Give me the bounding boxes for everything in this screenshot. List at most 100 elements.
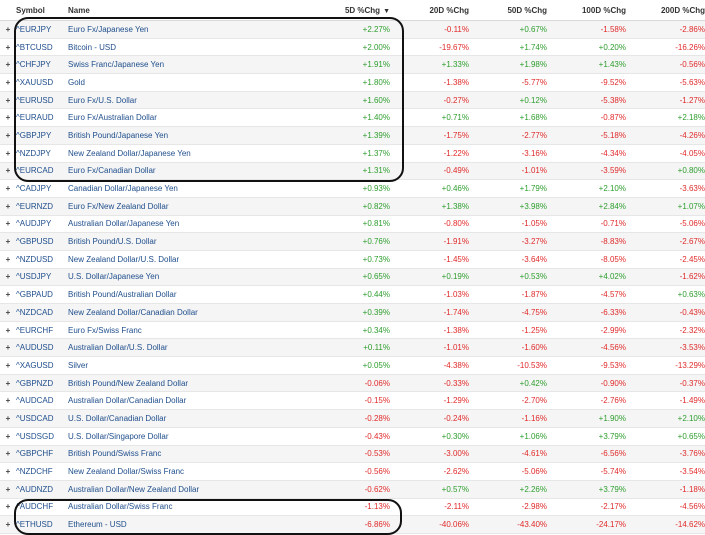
expand-row-icon[interactable]: + [0,356,16,375]
name-link[interactable]: New Zealand Dollar/Japanese Yen [68,144,294,163]
symbol-link[interactable]: ^AUDUSD [16,338,68,358]
symbol-link[interactable]: ^EURCAD [16,162,68,181]
table-row[interactable]: + ^AUDJPY Australian Dollar/Japanese Yen +0… [0,215,705,234]
name-link[interactable]: Australian Dollar/New Zealand Dollar [68,480,294,499]
expand-row-icon[interactable]: + [0,108,16,128]
symbol-link[interactable]: ^USDSGD [16,427,68,446]
expand-row-icon[interactable]: + [0,20,16,39]
symbol-link[interactable]: ^EURAUD [16,108,68,128]
name-link[interactable]: Euro Fx/U.S. Dollar [68,91,294,110]
name-link[interactable]: Australian Dollar/U.S. Dollar [68,338,294,358]
symbol-link[interactable]: ^EURNZD [16,197,68,216]
name-link[interactable]: Australian Dollar/Canadian Dollar [68,391,294,411]
header-50d-chg[interactable]: 50D %Chg [469,0,547,21]
table-row[interactable]: + ^NZDUSD New Zealand Dollar/U.S. Dollar +0… [0,250,705,269]
symbol-link[interactable]: ^GBPCHF [16,445,68,464]
table-row[interactable]: + ^USDSGD U.S. Dollar/Singapore Dollar -0.4… [0,427,705,446]
name-link[interactable]: Australian Dollar/Swiss Franc [68,498,294,517]
table-row[interactable]: + ^GBPNZD British Pound/New Zealand Dollar… [0,374,705,393]
symbol-link[interactable]: ^AUDJPY [16,215,68,234]
name-link[interactable]: U.S. Dollar/Singapore Dollar [68,427,294,446]
expand-row-icon[interactable]: + [0,179,16,198]
expand-row-icon[interactable]: + [0,427,16,446]
table-row[interactable]: + ^AUDCAD Australian Dollar/Canadian Dolla… [0,391,705,411]
table-row[interactable]: + ^ETHUSD Ethereum - USD -6.86% -40.06% -43.4… [0,515,705,534]
table-row[interactable]: + ^EURCHF Euro Fx/Swiss Franc +0.34% -1.38% -… [0,321,705,340]
expand-row-icon[interactable]: + [0,144,16,163]
name-link[interactable]: Euro Fx/Japanese Yen [68,20,294,39]
table-row[interactable]: + ^NZDJPY New Zealand Dollar/Japanese Yen +… [0,144,705,163]
name-link[interactable]: New Zealand Dollar/Swiss Franc [68,462,294,481]
table-row[interactable]: + ^CADJPY Canadian Dollar/Japanese Yen +0.9… [0,179,705,198]
table-row[interactable]: + ^AUDCHF Australian Dollar/Swiss Franc -1.… [0,498,705,517]
symbol-link[interactable]: ^AUDNZD [16,480,68,499]
expand-row-icon[interactable]: + [0,303,16,322]
table-row[interactable]: + ^AUDUSD Australian Dollar/U.S. Dollar +0.… [0,338,705,358]
name-link[interactable]: Silver [68,356,294,375]
expand-row-icon[interactable]: + [0,498,16,517]
symbol-link[interactable]: ^CADJPY [16,179,68,198]
name-link[interactable]: British Pound/Swiss Franc [68,445,294,464]
name-link[interactable]: New Zealand Dollar/Canadian Dollar [68,303,294,322]
symbol-link[interactable]: ^NZDJPY [16,144,68,163]
table-row[interactable]: + ^NZDCAD New Zealand Dollar/Canadian Doll… [0,303,705,322]
expand-row-icon[interactable]: + [0,445,16,464]
expand-row-icon[interactable]: + [0,338,16,358]
name-link[interactable]: Australian Dollar/Japanese Yen [68,215,294,234]
symbol-link[interactable]: ^AUDCAD [16,391,68,411]
symbol-link[interactable]: ^XAUUSD [16,73,68,92]
symbol-link[interactable]: ^EURCHF [16,321,68,340]
expand-row-icon[interactable]: + [0,250,16,269]
header-200d-chg[interactable]: 200D %Chg [626,0,705,21]
expand-row-icon[interactable]: + [0,162,16,181]
expand-row-icon[interactable]: + [0,126,16,145]
name-link[interactable]: British Pound/U.S. Dollar [68,232,294,251]
table-row[interactable]: + ^XAUUSD Gold +1.80% -1.38% -5.77% -9.52% -5.6… [0,73,705,92]
name-link[interactable]: British Pound/Japanese Yen [68,126,294,145]
expand-row-icon[interactable]: + [0,91,16,110]
symbol-link[interactable]: ^CHFJPY [16,55,68,75]
name-link[interactable]: Euro Fx/Swiss Franc [68,321,294,340]
symbol-link[interactable]: ^XAGUSD [16,356,68,375]
table-row[interactable]: + ^USDJPY U.S. Dollar/Japanese Yen +0.65% +0… [0,268,705,287]
expand-row-icon[interactable]: + [0,73,16,92]
symbol-link[interactable]: ^GBPJPY [16,126,68,145]
name-link[interactable]: British Pound/New Zealand Dollar [68,374,294,393]
symbol-link[interactable]: ^USDJPY [16,268,68,287]
name-link[interactable]: New Zealand Dollar/U.S. Dollar [68,250,294,269]
expand-row-icon[interactable]: + [0,285,16,304]
expand-row-icon[interactable]: + [0,462,16,481]
name-link[interactable]: U.S. Dollar/Canadian Dollar [68,409,294,428]
expand-row-icon[interactable]: + [0,55,16,75]
header-20d-chg[interactable]: 20D %Chg [390,0,469,21]
header-100d-chg[interactable]: 100D %Chg [547,0,626,21]
symbol-link[interactable]: ^ETHUSD [16,515,68,534]
table-row[interactable]: + ^AUDNZD Australian Dollar/New Zealand Do… [0,480,705,499]
table-row[interactable]: + ^GBPAUD British Pound/Australian Dollar +… [0,285,705,304]
symbol-link[interactable]: ^EURJPY [16,20,68,39]
symbol-link[interactable]: ^GBPNZD [16,374,68,393]
header-name[interactable]: Name [68,0,294,21]
table-row[interactable]: + ^EURUSD Euro Fx/U.S. Dollar +1.60% -0.27% +… [0,91,705,110]
table-row[interactable]: + ^GBPUSD British Pound/U.S. Dollar +0.76% -… [0,232,705,251]
expand-row-icon[interactable]: + [0,268,16,287]
table-row[interactable]: + ^USDCAD U.S. Dollar/Canadian Dollar -0.28… [0,409,705,428]
symbol-link[interactable]: ^AUDCHF [16,498,68,517]
name-link[interactable]: U.S. Dollar/Japanese Yen [68,268,294,287]
symbol-link[interactable]: ^NZDCAD [16,303,68,322]
name-link[interactable]: British Pound/Australian Dollar [68,285,294,304]
expand-row-icon[interactable]: + [0,215,16,234]
name-link[interactable]: Canadian Dollar/Japanese Yen [68,179,294,198]
table-row[interactable]: + ^CHFJPY Swiss Franc/Japanese Yen +1.91% +1… [0,55,705,75]
name-link[interactable]: Swiss Franc/Japanese Yen [68,55,294,75]
header-5d-chg[interactable]: 5D %Chg ▼ [294,0,390,21]
expand-row-icon[interactable]: + [0,391,16,411]
symbol-link[interactable]: ^NZDCHF [16,462,68,481]
symbol-link[interactable]: ^EURUSD [16,91,68,110]
table-row[interactable]: + ^BTCUSD Bitcoin - USD +2.00% -19.67% +1.74%… [0,38,705,57]
symbol-link[interactable]: ^USDCAD [16,409,68,428]
table-row[interactable]: + ^XAGUSD Silver +0.05% -4.38% -10.53% -9.53% -… [0,356,705,375]
table-row[interactable]: + ^NZDCHF New Zealand Dollar/Swiss Franc -0… [0,462,705,481]
expand-row-icon[interactable]: + [0,515,16,534]
table-row[interactable]: + ^EURAUD Euro Fx/Australian Dollar +1.40% +… [0,108,705,128]
